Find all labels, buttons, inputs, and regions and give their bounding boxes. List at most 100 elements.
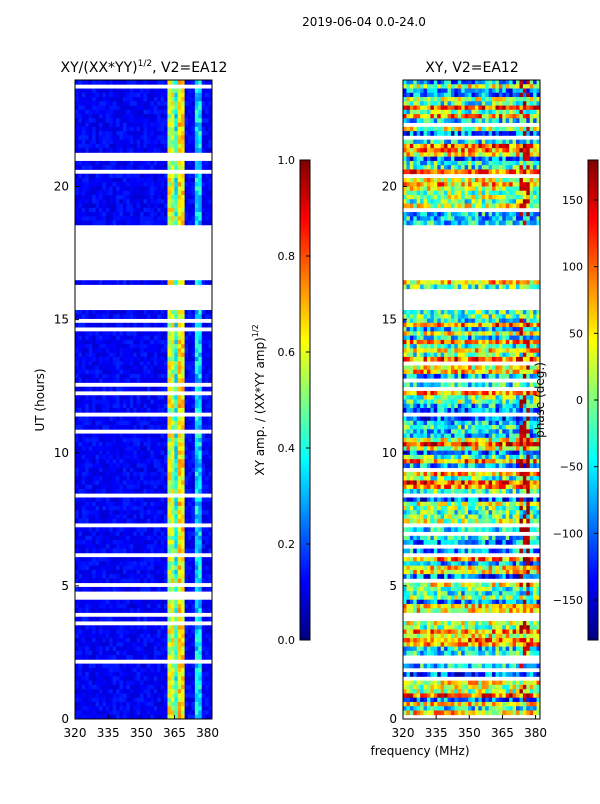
heatmap-cell (188, 416, 192, 422)
heatmap-cell (468, 101, 472, 106)
heatmap-cell (75, 488, 79, 494)
heatmap-cell (116, 642, 120, 647)
heatmap-cell (88, 88, 93, 94)
heatmap-cell (181, 467, 185, 473)
heatmap-cell (406, 88, 411, 94)
heatmap-cell (164, 126, 168, 132)
heatmap-cell (95, 459, 100, 464)
heatmap-cell (160, 433, 165, 439)
heatmap-cell (167, 642, 172, 647)
heatmap-cell (143, 399, 148, 405)
heatmap-cell (157, 655, 162, 660)
heatmap-cell (88, 710, 93, 716)
heatmap-cell (119, 603, 124, 609)
heatmap-cell (194, 548, 199, 554)
heatmap-cell (184, 476, 189, 481)
heatmap-cell (420, 109, 424, 115)
heatmap-cell (498, 126, 503, 132)
heatmap-cell (102, 480, 107, 486)
heatmap-cell (201, 599, 206, 605)
heatmap-cell (177, 608, 182, 613)
heatmap-cell (75, 280, 79, 285)
heatmap-cell (109, 463, 114, 469)
heatmap-cell (174, 92, 179, 98)
heatmap-cell (78, 437, 83, 443)
heatmap-cell (119, 454, 124, 460)
heatmap-cell (92, 527, 96, 532)
heatmap-cell (153, 693, 158, 699)
heatmap-cell (157, 463, 162, 469)
heatmap-cell (164, 310, 168, 315)
heatmap-cell (85, 561, 90, 567)
heatmap-cell (75, 535, 79, 541)
heatmap-cell (92, 446, 96, 452)
heatmap-cell (150, 603, 155, 609)
heatmap-cell (119, 395, 124, 400)
heatmap-cell (112, 561, 117, 567)
heatmap-cell (85, 484, 90, 490)
heatmap-cell (170, 510, 175, 515)
heatmap-cell (140, 135, 144, 141)
heatmap-cell (112, 616, 117, 622)
heatmap-cell (191, 544, 196, 549)
heatmap-cell (85, 480, 90, 486)
heatmap-cell (122, 527, 127, 532)
heatmap-cell (133, 518, 138, 524)
heatmap-cell (75, 540, 79, 545)
heatmap-cell (92, 531, 96, 537)
heatmap-cell (194, 335, 199, 341)
heatmap-cell (205, 557, 209, 562)
heatmap-cell (198, 408, 203, 413)
heatmap-cell (198, 638, 203, 643)
heatmap-cell (450, 118, 455, 123)
heatmap-cell (119, 672, 124, 677)
heatmap-cell (150, 506, 155, 511)
heatmap-cell (88, 369, 93, 375)
heatmap-cell (194, 655, 199, 660)
heatmap-cell (126, 131, 131, 136)
heatmap-cell (474, 101, 479, 106)
heatmap-cell (191, 386, 196, 392)
heatmap-cell (75, 365, 79, 371)
heatmap-cell (191, 322, 196, 328)
heatmap-cell (153, 701, 158, 707)
heatmap-cell (533, 101, 537, 106)
heatmap-cell (454, 118, 459, 123)
heatmap-cell (153, 348, 158, 354)
heatmap-cell (420, 80, 424, 85)
heatmap-cell (188, 378, 192, 383)
heatmap-cell (116, 199, 120, 204)
heatmap-cell (85, 701, 90, 707)
heatmap-cell (164, 97, 168, 102)
heatmap-cell (150, 165, 155, 170)
heatmap-cell (146, 378, 151, 383)
heatmap-cell (533, 97, 537, 102)
heatmap-cell (116, 408, 120, 413)
heatmap-cell (143, 510, 148, 515)
heatmap-cell (136, 467, 141, 473)
heatmap-cell (105, 710, 110, 716)
heatmap-cell (474, 118, 479, 123)
heatmap-cell (98, 416, 103, 422)
heatmap-cell (78, 408, 83, 413)
heatmap-cell (85, 118, 90, 123)
heatmap-cell (157, 314, 162, 319)
heatmap-cell (116, 195, 120, 200)
heatmap-cell (81, 676, 86, 682)
heatmap-cell (205, 395, 209, 400)
heatmap-cell (177, 356, 182, 362)
heatmap-cell (413, 109, 418, 115)
heatmap-cell (75, 701, 79, 707)
heatmap-cell (129, 395, 134, 400)
heatmap-cell (167, 608, 172, 613)
heatmap-cell (119, 599, 124, 605)
heatmap-cell (85, 92, 90, 98)
heatmap-cell (129, 195, 134, 200)
heatmap-cell (188, 454, 192, 460)
heatmap-cell (95, 173, 100, 179)
heatmap-cell (174, 173, 179, 179)
heatmap-cell (85, 471, 90, 477)
heatmap-cell (160, 710, 165, 716)
heatmap-cell (208, 650, 212, 656)
heatmap-cell (109, 378, 114, 383)
